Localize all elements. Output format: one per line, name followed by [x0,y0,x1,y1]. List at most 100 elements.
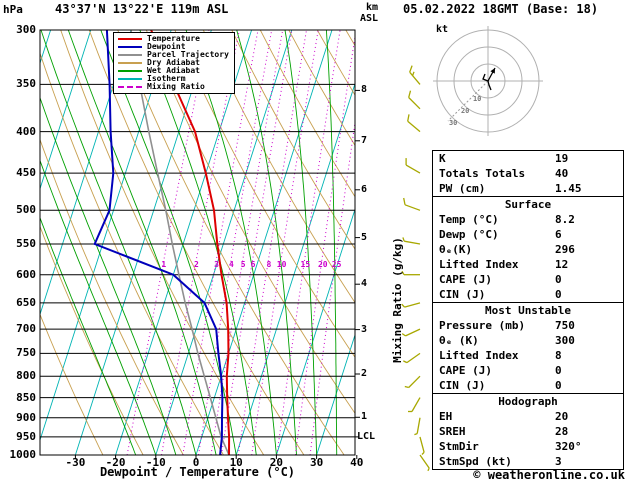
legend-swatch-temperature [118,38,142,40]
legend-swatch-wet-adiabat [118,70,142,72]
hodograph: 10 20 30 [433,26,543,136]
table-row: CAPE (J) 0 [433,363,623,378]
wind-barb [401,302,421,308]
wind-barb [404,375,421,389]
pressure-tick-label: 1000 [9,448,37,461]
table-row: Lifted Index 12 [433,257,623,272]
pressure-tick-label: 900 [16,410,36,424]
wind-barb [403,197,421,211]
table-row-label: θₑ(K) [439,243,473,256]
legend-label: Isotherm [147,74,186,83]
table-row-label: PW (cm) [439,182,486,195]
table-row: θₑ(K) 296 [433,242,623,257]
pressure-tick-label: 800 [16,369,36,383]
legend-swatch-dry-adiabat [118,62,142,64]
pressure-tick-label: 850 [16,390,36,404]
table-row: StmSpd (kt) 3 [433,454,623,469]
temp-tick-label: 10 [229,456,243,469]
table-row-label: θₑ (K) [439,334,479,347]
legend-label: Temperature [147,34,200,43]
table-row-label: EH [439,410,453,423]
table-row: CIN (J) 0 [433,287,623,302]
table-row-label: CAPE (J) [439,364,492,377]
table-row-label: CIN (J) [439,288,486,301]
pressure-tick-label: 700 [16,322,36,336]
datetime-label: 05.02.2022 18GMT (Base: 18) [403,2,599,16]
table-row-label: Pressure (mb) [439,319,526,332]
table-row-value: 750 [555,319,575,332]
table-row-label: StmDir [439,440,479,453]
pressure-tick-label: 350 [16,77,36,91]
wind-barb [405,158,421,174]
table-row-label: Dewp (°C) [439,228,499,241]
table-row-value: 6 [555,228,562,241]
table-row-value: 0 [555,379,562,392]
table-row-value: 1.45 [555,182,582,195]
km-axis-ticks [355,89,360,438]
hodograph-ring-label: 10 [473,95,481,103]
pressure-tick-label: 950 [16,429,36,443]
table-row: EH 20 [433,409,623,424]
table-row: K 19 [433,151,623,166]
temperature-trace [150,30,231,455]
table-row-value: 0 [555,288,562,301]
mixing-ratio-value-label: 3 [214,260,219,269]
table-row-label: StmSpd (kt) [439,455,512,468]
legend-swatch-isotherm [118,78,142,80]
table-row-value: 12 [555,258,569,271]
table-row: Lifted Index 8 [433,348,623,363]
km-tick-label: 1 [360,411,368,423]
wind-barb [407,114,421,133]
table-row-value: 296 [555,243,575,256]
mixing-ratio-value-label: 4 [228,260,234,269]
pressure-tick-label: 600 [16,267,36,281]
table-row-label: Lifted Index [439,349,519,362]
pressure-tick-label: 450 [16,166,36,180]
mixing-ratio-value-label: 15 [300,260,311,269]
table-section-header: Hodograph [433,393,623,409]
legend-item: Dewpoint [118,43,229,51]
table-row-label: SREH [439,425,466,438]
hodograph-ring-label: 30 [449,119,457,127]
altitude-axis-unit-km: km [366,2,379,13]
mixing-ratio-value-label: 25 [331,260,342,269]
legend-item: Parcel Trajectory [118,51,229,59]
wind-barb [408,397,421,413]
x-axis-title: Dewpoint / Temperature (°C) [99,465,296,479]
x-axis-ticks [74,455,358,459]
table-row: CIN (J) 0 [433,378,623,393]
table-row-label: CAPE (J) [439,273,492,286]
pressure-tick-label: 550 [16,236,36,250]
legend-label: Dry Adiabat [147,58,200,67]
wind-barb-column [401,65,430,472]
plot-area [40,30,355,455]
table-row-value: 28 [555,425,569,438]
wind-barb [401,270,420,276]
table-row: Pressure (mb) 750 [433,318,623,333]
hodograph-ring-label: 20 [461,107,469,115]
table-row-value: 300 [555,334,575,347]
legend-item: Dry Adiabat [118,59,229,67]
pressure-tick-label: 400 [16,124,36,138]
temp-tick-label: -30 [65,456,86,469]
table-section-header: Most Unstable [433,302,623,318]
legend-label: Wet Adiabat [147,66,200,75]
mixing-ratio-value-label: 6 [250,260,256,269]
table-row-value: 320° [555,440,582,453]
wind-barb [409,65,421,85]
legend-swatch-dewpoint [118,46,142,48]
table-row: Temp (°C) 8.2 [433,212,623,227]
pressure-tick-label: 500 [16,203,36,217]
legend-label: Parcel Trajectory [147,50,229,59]
km-tick-label: 7 [360,134,368,146]
temp-tick-label: 40 [350,456,364,469]
wind-barb [414,417,421,436]
legend-item: Temperature [118,35,229,43]
station-title: 43°37'N 13°22'E 119m ASL [55,2,229,16]
km-tick-label: 3 [360,323,368,335]
km-tick-label: 4 [360,278,368,290]
km-tick-label: 2 [360,367,368,379]
temp-tick-label: 0 [192,456,200,469]
